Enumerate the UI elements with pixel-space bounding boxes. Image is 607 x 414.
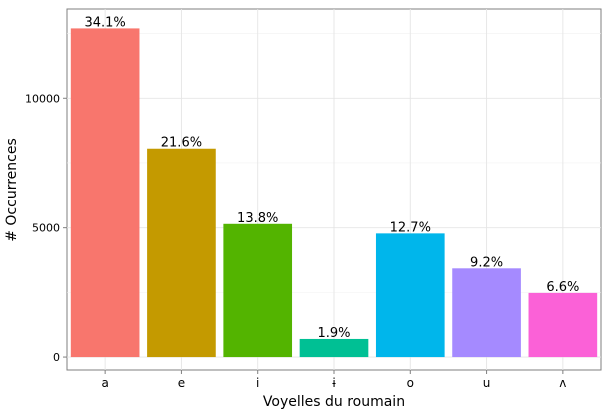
data-label: 1.9% [317, 326, 350, 341]
y-tick-label: 5000 [32, 222, 60, 235]
bar-5 [452, 268, 521, 358]
bar-0 [70, 28, 140, 358]
x-tick-label: i [256, 376, 259, 390]
x-tick-label: o [407, 376, 414, 390]
data-label: 34.1% [84, 15, 125, 30]
x-tick-label: ɨ [332, 376, 336, 390]
x-tick-label: u [483, 376, 491, 390]
x-axis-title: Voyelles du roumain [263, 394, 405, 410]
bar-3 [299, 338, 369, 358]
data-label: 12.7% [390, 220, 431, 235]
x-tick-label: e [178, 376, 185, 390]
bars [70, 28, 598, 358]
y-tick-label: 10000 [25, 92, 60, 105]
data-label: 9.2% [470, 255, 503, 270]
bar-1 [147, 148, 216, 358]
data-label: 21.6% [161, 136, 202, 151]
data-label: 13.8% [237, 211, 278, 226]
y-tick-label: 0 [53, 351, 60, 364]
y-axis-title: # Occurrences [4, 138, 20, 242]
x-tick-label: a [101, 376, 108, 390]
bar-2 [223, 223, 293, 358]
bar-4 [375, 233, 445, 358]
data-label: 6.6% [546, 280, 579, 295]
data-labels: 34.1% 21.6% 13.8% 1.9% 12.7% 9.2% 6.6% [84, 15, 579, 341]
x-tick-label: ʌ [559, 376, 566, 390]
axes: 0 5000 10000 a e i ɨ o u ʌ [25, 92, 566, 390]
bar-6 [528, 292, 598, 358]
